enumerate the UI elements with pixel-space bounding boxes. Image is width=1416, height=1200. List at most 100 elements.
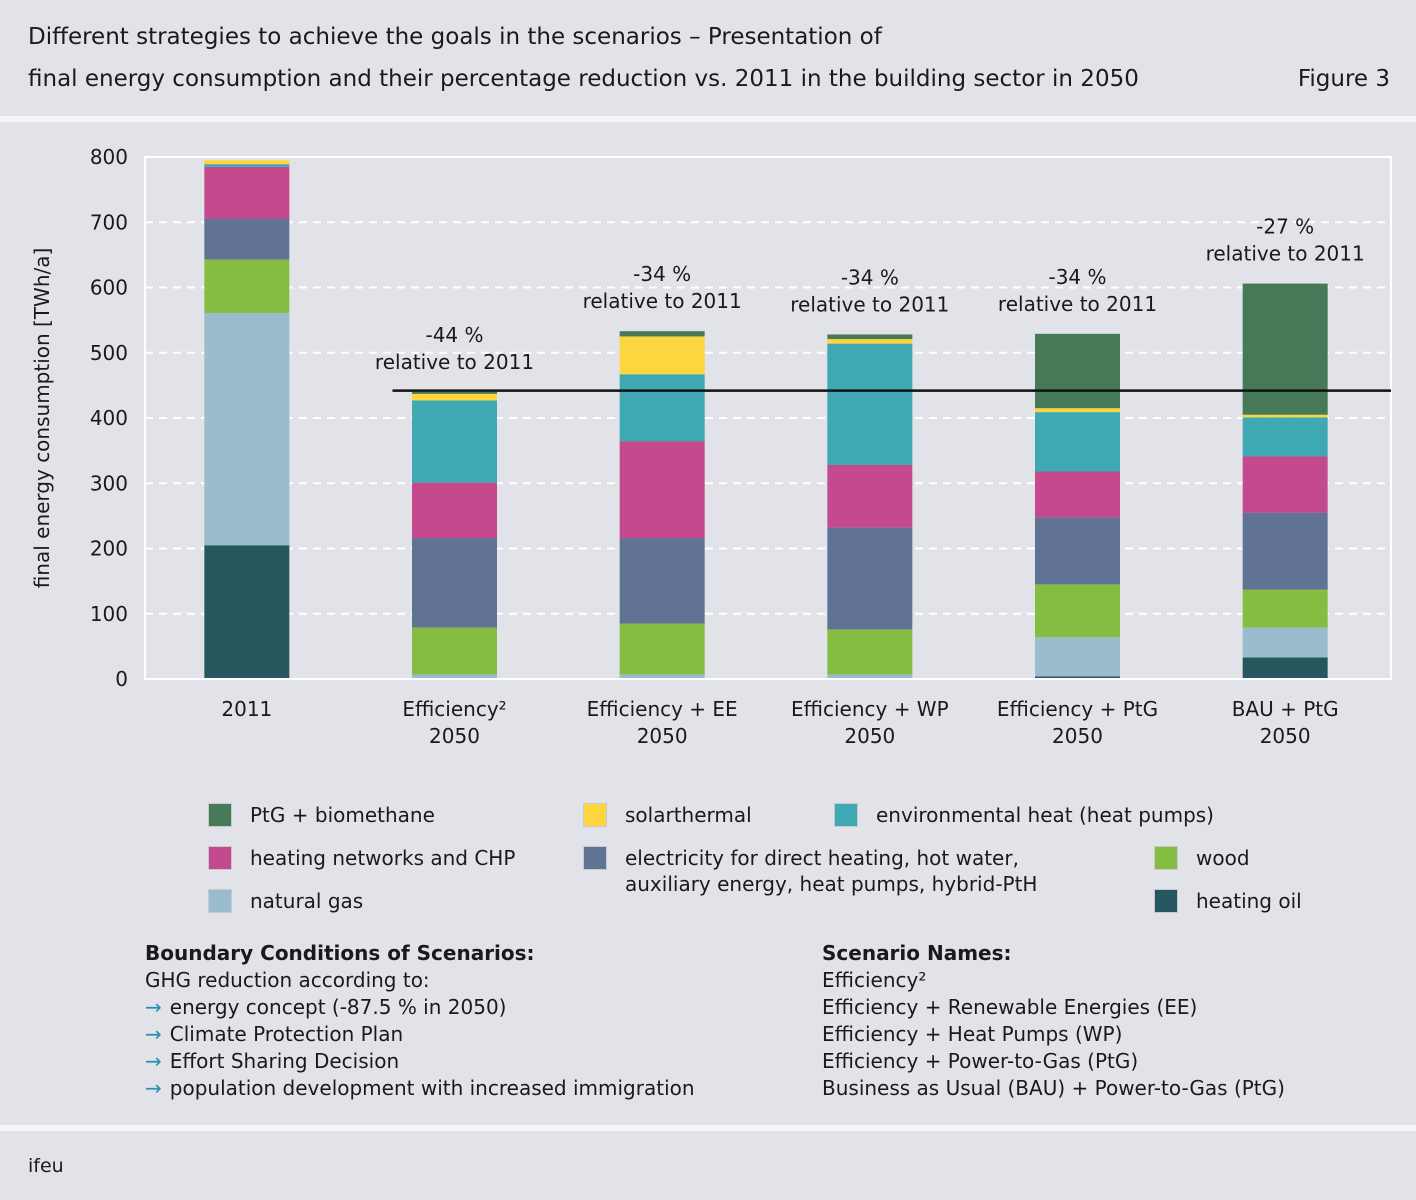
bar-segment — [619, 331, 705, 337]
bar-segment — [827, 527, 913, 630]
legend-swatch — [583, 803, 607, 827]
data-annotation: -27 % — [1256, 215, 1314, 239]
legend-item-electricity: electricity for direct heating, hot wate… — [583, 845, 1037, 897]
x-tick-label: 2050 — [1260, 724, 1311, 748]
bar-segment — [827, 674, 913, 679]
legend-item-heating-networks: heating networks and CHP — [208, 845, 515, 871]
bar-segment — [412, 674, 497, 679]
legend-label: heating oil — [1196, 889, 1302, 913]
legend-swatch — [208, 889, 232, 913]
arrow-icon: → — [145, 995, 162, 1019]
y-tick-label: 600 — [90, 276, 128, 300]
bar-segment — [1035, 676, 1120, 679]
scenario-item: Efficiency² — [822, 968, 927, 992]
bar-segment — [1035, 584, 1120, 638]
bar-segment — [204, 164, 290, 167]
legend-item-environmental-heat: environmental heat (heat pumps) — [834, 802, 1214, 828]
bar-segment — [1035, 637, 1120, 677]
data-annotation: -44 % — [425, 323, 483, 347]
source-label: ifeu — [28, 1155, 64, 1177]
scenario-names: Scenario Names: Efficiency² Efficiency +… — [822, 940, 1285, 1102]
scenario-item: Efficiency + Heat Pumps (WP) — [822, 1022, 1123, 1046]
y-tick-label: 100 — [90, 602, 128, 626]
data-annotation: -34 % — [1048, 265, 1106, 289]
legend-swatch — [1154, 889, 1178, 913]
y-tick-label: 300 — [90, 471, 128, 495]
bar-segment — [619, 441, 705, 539]
bar-segment — [827, 343, 913, 465]
bar-segment — [1242, 283, 1328, 415]
y-tick-label: 200 — [90, 537, 128, 561]
legend-item-heating-oil: heating oil — [1154, 888, 1302, 914]
boundary-intro: GHG reduction according to: — [145, 968, 430, 992]
bar-segment — [619, 538, 705, 624]
scenario-heading: Scenario Names: — [822, 941, 1012, 965]
bar-segment — [204, 218, 290, 260]
legend-label: environmental heat (heat pumps) — [876, 803, 1214, 827]
data-annotation: -34 % — [633, 262, 691, 286]
x-tick-label: Efficiency + PtG — [997, 697, 1158, 721]
legend-swatch — [1154, 846, 1178, 870]
bar-segment — [1242, 589, 1328, 628]
arrow-icon: → — [145, 1049, 162, 1073]
data-annotation: relative to 2011 — [375, 350, 534, 374]
legend-swatch — [208, 803, 232, 827]
x-tick-label: Efficiency + WP — [791, 697, 949, 721]
legend-label-continued: auxiliary energy, heat pumps, hybrid-PtH — [625, 872, 1038, 896]
bar-segment — [1242, 512, 1328, 590]
chart-legend: PtG + biomethane solarthermal environmen… — [0, 790, 1416, 920]
y-tick-label: 700 — [90, 210, 128, 234]
y-tick-label: 0 — [115, 667, 128, 691]
y-tick-label: 800 — [90, 145, 128, 169]
x-tick-label: 2011 — [221, 697, 272, 721]
bar-segment — [1242, 417, 1328, 457]
x-tick-label: 2050 — [637, 724, 688, 748]
y-tick-label: 400 — [90, 406, 128, 430]
scenario-item: Efficiency + Renewable Energies (EE) — [822, 995, 1198, 1019]
scenario-item: Business as Usual (BAU) + Power-to-Gas (… — [822, 1076, 1285, 1100]
bar-segment — [204, 160, 290, 165]
arrow-icon: → — [145, 1022, 162, 1046]
data-annotation: relative to 2011 — [583, 289, 742, 313]
bar-segment — [1242, 414, 1328, 418]
legend-swatch — [583, 846, 607, 870]
bar-segment — [412, 400, 497, 483]
stacked-bar-chart: 0 100 200 300 400 500 600 700 800 final energy co… — [30, 145, 1392, 748]
x-tick-label: BAU + PtG — [1232, 697, 1339, 721]
bar-segment — [1242, 657, 1328, 679]
bar-segment — [827, 334, 913, 340]
legend-label: heating networks and CHP — [250, 846, 516, 870]
legend-item-ptg-biomethane: PtG + biomethane — [208, 802, 435, 828]
bar-segment — [204, 545, 290, 679]
bar-segment — [412, 627, 497, 675]
bar-segment — [204, 312, 290, 546]
figure-label: Figure 3 — [1297, 66, 1390, 92]
legend-swatch — [834, 803, 858, 827]
x-tick-label: Efficiency² — [402, 697, 506, 721]
data-annotation: relative to 2011 — [998, 292, 1157, 316]
x-tick-label: 2050 — [1052, 724, 1103, 748]
bar-segment — [619, 336, 705, 375]
bar-segment — [619, 623, 705, 675]
data-annotation: relative to 2011 — [1206, 242, 1365, 266]
bar-segment — [827, 339, 913, 344]
boundary-item: → energy concept (-87.5 % in 2050) — [145, 995, 507, 1019]
bar-segment — [1242, 627, 1328, 658]
boundary-heading: Boundary Conditions of Scenarios: — [145, 941, 535, 965]
arrow-icon: → — [145, 1076, 162, 1100]
bar-segment — [412, 538, 497, 628]
bar-segment — [204, 166, 290, 219]
legend-label-group: electricity for direct heating, hot wate… — [625, 845, 1037, 897]
bar-segment — [827, 629, 913, 675]
figure-title-line-2: final energy consumption and their perce… — [28, 66, 1139, 92]
bar-segment — [1035, 517, 1120, 585]
bar-segment — [412, 482, 497, 539]
legend-label: solarthermal — [625, 803, 752, 827]
legend-swatch — [208, 846, 232, 870]
bar-segment — [619, 674, 705, 679]
legend-label: electricity for direct heating, hot wate… — [625, 846, 1019, 870]
bar-segment — [412, 393, 497, 401]
legend-label: PtG + biomethane — [250, 803, 435, 827]
data-annotation: -34 % — [841, 265, 899, 289]
bar-segment — [1242, 456, 1328, 513]
